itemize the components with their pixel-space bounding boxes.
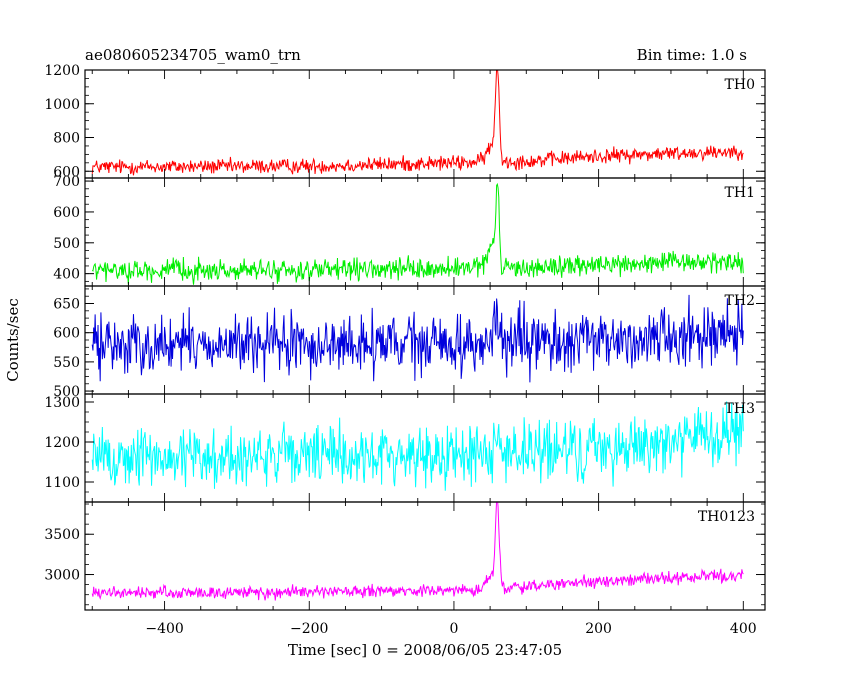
y-tick-label: 400 bbox=[53, 267, 80, 283]
panel-label-th3: TH3 bbox=[725, 401, 755, 417]
y-tick-label: 600 bbox=[53, 326, 80, 342]
x-tick-label: 400 bbox=[730, 621, 757, 637]
y-tick-label: 1300 bbox=[44, 395, 80, 411]
series-line-th0 bbox=[91, 70, 744, 176]
series-line-th1 bbox=[91, 182, 744, 285]
panel-label-th2: TH2 bbox=[725, 293, 755, 309]
y-tick-label: 1000 bbox=[44, 97, 80, 113]
series-line-th2 bbox=[91, 294, 744, 383]
x-axis-label: Time [sec] 0 = 2008/06/05 23:47:05 bbox=[288, 641, 562, 659]
y-tick-label: 500 bbox=[53, 384, 80, 400]
bin-time-label: Bin time: 1.0 s bbox=[637, 46, 747, 64]
x-tick-label: 0 bbox=[449, 621, 458, 637]
y-tick-label: 3500 bbox=[44, 527, 80, 543]
y-tick-label: 3000 bbox=[44, 568, 80, 584]
y-tick-label: 1200 bbox=[44, 63, 80, 79]
panel-label-th1: TH1 bbox=[725, 185, 755, 201]
panels-group: 60080010001200TH0400500600700TH150055060… bbox=[44, 63, 766, 637]
y-tick-label: 700 bbox=[53, 174, 80, 190]
series-line-th0123 bbox=[91, 502, 744, 601]
y-tick-label: 600 bbox=[53, 164, 80, 180]
panel-frame-th0 bbox=[84, 69, 766, 179]
y-tick-label: 1100 bbox=[44, 475, 80, 491]
chart-title: ae080605234705_wam0_trn bbox=[85, 46, 301, 64]
y-tick-label: 600 bbox=[53, 205, 80, 221]
panel-label-th0123: TH0123 bbox=[698, 509, 755, 525]
x-tick-label: −200 bbox=[290, 621, 328, 637]
panel-frame-th0123 bbox=[84, 501, 766, 611]
y-tick-label: 650 bbox=[53, 297, 80, 313]
x-tick-label: −400 bbox=[145, 621, 183, 637]
panel-label-th0: TH0 bbox=[725, 77, 755, 93]
y-tick-label: 1200 bbox=[44, 435, 80, 451]
x-tick-label: 200 bbox=[585, 621, 612, 637]
y-tick-label: 800 bbox=[53, 131, 80, 147]
y-tick-label: 500 bbox=[53, 236, 80, 252]
y-axis-label: Counts/sec bbox=[4, 298, 22, 382]
series-line-th3 bbox=[91, 401, 744, 491]
y-tick-label: 550 bbox=[53, 355, 80, 371]
